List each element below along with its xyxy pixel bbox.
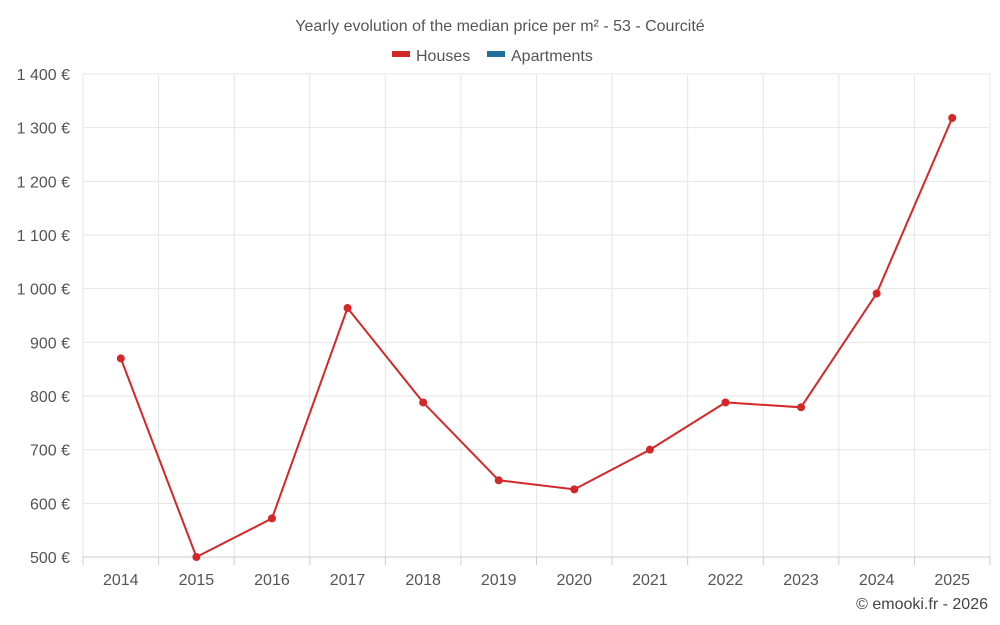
- chart-title: Yearly evolution of the median price per…: [295, 18, 704, 35]
- data-point-houses-2017[interactable]: [343, 303, 352, 312]
- x-tick-label-2020: 2020: [556, 572, 592, 589]
- y-tick-label: 1 200 €: [17, 174, 70, 191]
- x-tick-label-2015: 2015: [179, 572, 215, 589]
- data-point-houses-2016[interactable]: [267, 514, 276, 523]
- y-tick-label: 1 000 €: [17, 282, 70, 299]
- data-point-houses-2024[interactable]: [872, 289, 881, 298]
- x-tick-label-2024: 2024: [859, 572, 895, 589]
- x-tick-label-2018: 2018: [405, 572, 441, 589]
- x-tick-label-2014: 2014: [103, 572, 139, 589]
- y-tick-label: 1 300 €: [17, 121, 70, 138]
- x-tick-label-2017: 2017: [330, 572, 366, 589]
- legend: Houses Apartments: [392, 48, 593, 65]
- x-axis-ticks: 2014 2015 2016 2017 2018 2019 2020 2021 2022 2023…: [82, 557, 991, 589]
- data-point-houses-2022[interactable]: [721, 398, 730, 407]
- series-group: [116, 114, 957, 561]
- x-tick-label-2019: 2019: [481, 572, 517, 589]
- y-axis-ticks: 500 € 600 € 700 € 800 € 900 € 1 000 € 1 100 € 1…: [17, 67, 70, 567]
- data-point-houses-2025[interactable]: [948, 114, 957, 123]
- x-tick-label-2016: 2016: [254, 572, 290, 589]
- legend-label-apartments[interactable]: Apartments: [511, 48, 593, 65]
- y-tick-label: 800 €: [30, 389, 70, 406]
- legend-swatch-houses[interactable]: [392, 51, 410, 57]
- y-tick-label: 500 €: [30, 550, 70, 567]
- x-tick-label-2023: 2023: [783, 572, 819, 589]
- x-tick-label-2021: 2021: [632, 572, 668, 589]
- legend-label-houses[interactable]: Houses: [416, 48, 470, 65]
- data-point-houses-2023[interactable]: [797, 403, 806, 412]
- series-line-houses: [119, 117, 954, 559]
- data-point-houses-2019[interactable]: [494, 476, 503, 485]
- y-tick-label: 600 €: [30, 496, 70, 513]
- y-tick-label: 1 400 €: [17, 67, 70, 84]
- vertical-gridlines: [82, 74, 991, 557]
- data-point-houses-2015[interactable]: [192, 553, 201, 561]
- data-point-houses-2021[interactable]: [645, 445, 654, 454]
- y-tick-label: 900 €: [30, 335, 70, 352]
- x-tick-label-2025: 2025: [934, 572, 970, 589]
- data-point-houses-2020[interactable]: [570, 485, 579, 494]
- x-tick-label-2022: 2022: [708, 572, 744, 589]
- y-tick-label: 1 100 €: [17, 228, 70, 245]
- data-point-houses-2018[interactable]: [419, 398, 428, 407]
- credit-text: © emooki.fr - 2026: [856, 596, 988, 613]
- y-tick-label: 700 €: [30, 443, 70, 460]
- legend-swatch-apartments[interactable]: [487, 51, 505, 57]
- data-point-houses-2014[interactable]: [116, 354, 125, 363]
